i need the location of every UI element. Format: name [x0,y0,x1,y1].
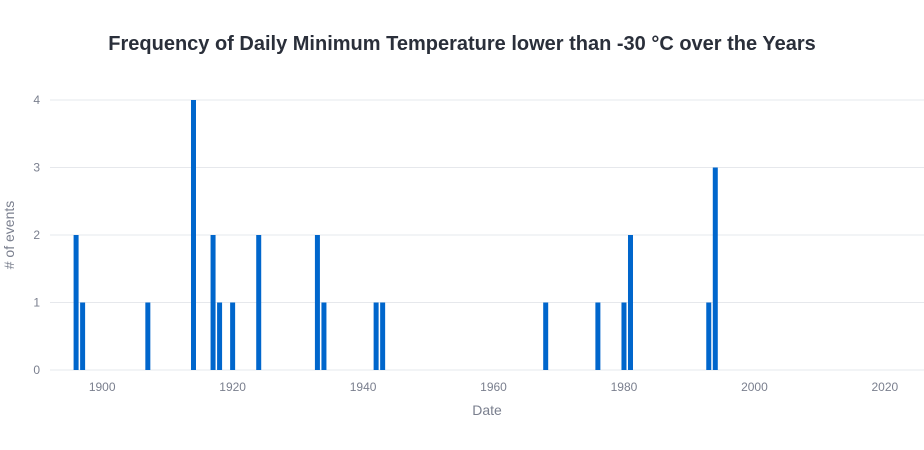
bar[interactable] [217,302,223,371]
y-tick-label: 4 [33,93,40,107]
y-tick-labels: 0 1 2 3 4 [33,93,40,377]
bar[interactable] [230,302,236,371]
bar[interactable] [80,302,86,371]
x-tick-labels: 1900 1920 1940 1960 1980 2000 2020 [89,380,899,394]
x-tick-label: 1900 [89,380,116,394]
bar[interactable] [321,302,327,371]
y-tick-label: 2 [33,228,40,242]
bar[interactable] [190,100,196,370]
x-tick-label: 1940 [350,380,377,394]
bar[interactable] [627,235,633,370]
x-tick-label: 1980 [611,380,638,394]
y-axis-title: # of events [1,201,17,270]
bar[interactable] [712,167,718,371]
bars [73,100,718,371]
x-tick-label: 2000 [741,380,768,394]
gridlines [50,99,924,371]
bar[interactable] [256,235,262,370]
chart-title: Frequency of Daily Minimum Temperature l… [108,33,815,55]
bar[interactable] [73,235,79,370]
x-tick-label: 2020 [872,380,899,394]
bar[interactable] [621,302,627,371]
bar[interactable] [706,302,712,371]
bar[interactable] [595,302,601,371]
bar[interactable] [314,235,320,370]
y-tick-label: 1 [33,296,40,310]
y-tick-label: 0 [33,363,40,377]
bar[interactable] [145,302,151,371]
bar[interactable] [380,302,386,371]
x-tick-label: 1920 [219,380,246,394]
bar[interactable] [210,235,216,370]
bar[interactable] [543,302,549,371]
x-tick-label: 1960 [480,380,507,394]
bar[interactable] [373,302,379,371]
y-tick-label: 3 [33,161,40,175]
x-axis-title: Date [472,402,502,418]
